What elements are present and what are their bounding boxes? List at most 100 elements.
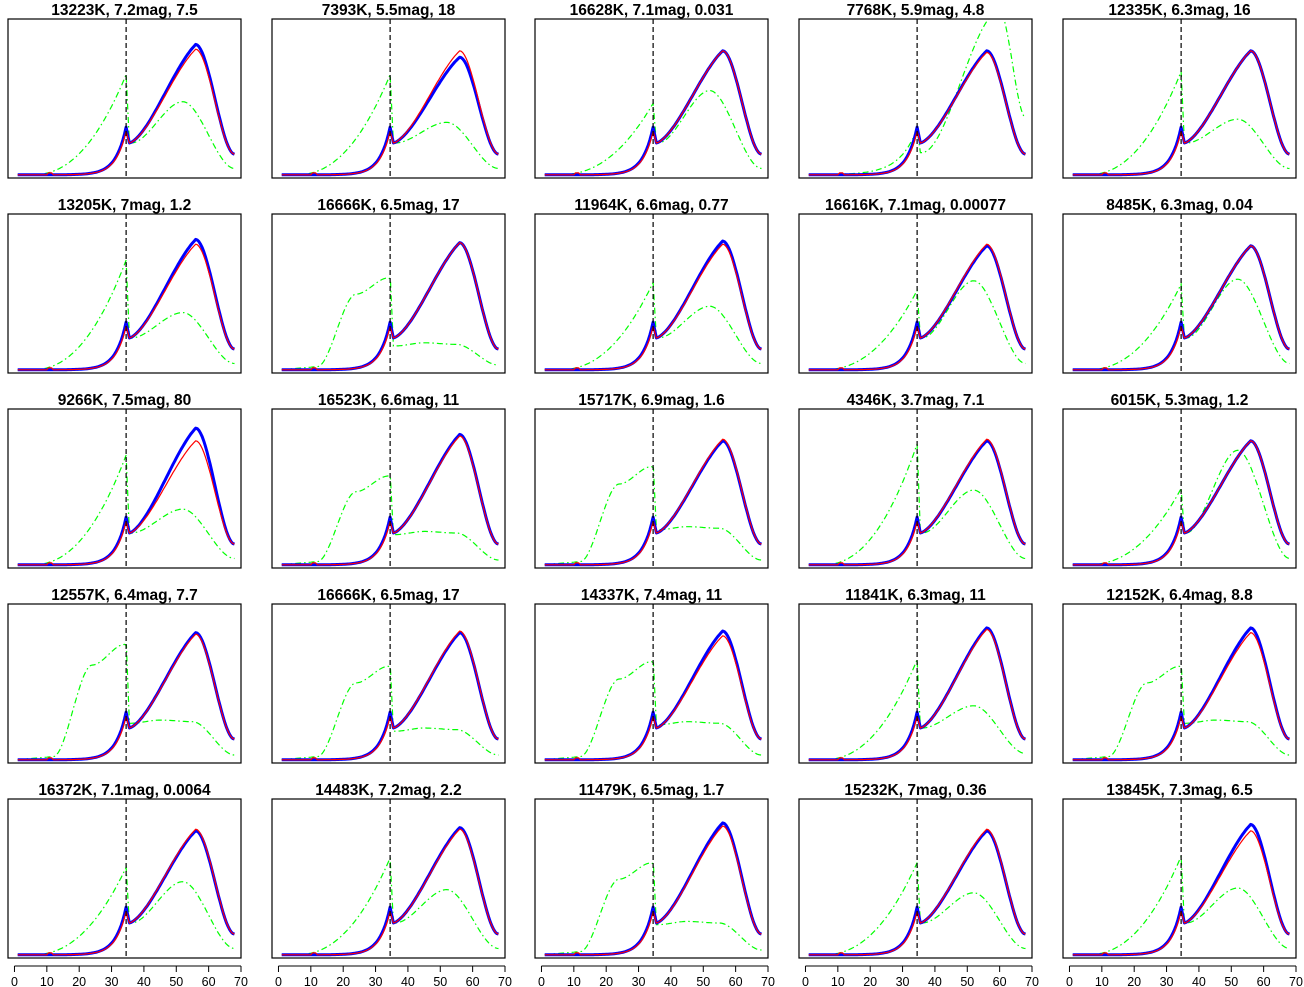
fit-line bbox=[1072, 50, 1290, 176]
component-line bbox=[544, 89, 762, 176]
x-tick-label: 60 bbox=[1257, 975, 1271, 987]
x-tick-label: 70 bbox=[1025, 975, 1039, 987]
panel-frame bbox=[534, 798, 769, 959]
x-tick-label: 50 bbox=[433, 975, 447, 987]
panel-16: 12557K, 6.4mag, 7.7 bbox=[7, 587, 242, 764]
panel-5: 12335K, 6.3mag, 16 bbox=[1062, 2, 1297, 179]
panel-title: 13205K, 7mag, 1.2 bbox=[58, 197, 192, 214]
panel-title: 15717K, 6.9mag, 1.6 bbox=[578, 392, 725, 409]
x-tick-label: 70 bbox=[1289, 975, 1303, 987]
component-line bbox=[544, 862, 762, 956]
fit-line bbox=[1072, 440, 1290, 566]
x-tick-label: 30 bbox=[632, 975, 646, 987]
x-tick-label: 30 bbox=[105, 975, 119, 987]
fit-line bbox=[17, 828, 235, 956]
x-tick-label: 60 bbox=[202, 975, 216, 987]
panel-frame bbox=[7, 213, 242, 374]
panel-title: 13223K, 7.2mag, 7.5 bbox=[51, 2, 198, 19]
component-line bbox=[281, 665, 499, 761]
fit-line bbox=[281, 435, 499, 566]
x-tick-label: 10 bbox=[304, 975, 318, 987]
panel-title: 7393K, 5.5mag, 18 bbox=[322, 2, 456, 19]
component-line bbox=[281, 74, 499, 176]
panel-title: 11479K, 6.5mag, 1.7 bbox=[579, 782, 725, 799]
panel-frame bbox=[7, 18, 242, 179]
panel-title: 12335K, 6.3mag, 16 bbox=[1108, 2, 1251, 19]
fit-line bbox=[808, 628, 1026, 761]
panel-frame bbox=[534, 603, 769, 764]
fit-line bbox=[544, 438, 762, 566]
panel-title: 11841K, 6.3mag, 11 bbox=[845, 587, 986, 604]
fit-line bbox=[1072, 830, 1290, 956]
panel-frame bbox=[271, 18, 506, 179]
panel-title: 16666K, 6.5mag, 17 bbox=[317, 587, 459, 604]
panel-4: 7768K, 5.9mag, 4.8 bbox=[798, 2, 1033, 179]
panel-frame bbox=[534, 18, 769, 179]
component-line bbox=[808, 862, 1026, 956]
panel-frame bbox=[1062, 213, 1297, 374]
panel-frame bbox=[271, 798, 506, 959]
component-line bbox=[544, 280, 762, 371]
panel-21: 16372K, 7.1mag, 0.0064 0 10 20 30 40 50 60 70 bbox=[7, 782, 248, 987]
x-tick-label: 10 bbox=[831, 975, 845, 987]
fit-line bbox=[281, 50, 499, 176]
panel-title: 15232K, 7mag, 0.36 bbox=[844, 782, 987, 799]
fit-line bbox=[544, 825, 762, 956]
component-line bbox=[17, 259, 235, 371]
fit-line bbox=[1072, 632, 1290, 761]
x-tick-label: 0 bbox=[802, 975, 809, 987]
x-tick-label: 60 bbox=[993, 975, 1007, 987]
panel-6: 13205K, 7mag, 1.2 bbox=[7, 197, 242, 374]
x-tick-label: 40 bbox=[401, 975, 415, 987]
x-tick-label: 60 bbox=[729, 975, 743, 987]
x-tick-label: 50 bbox=[696, 975, 710, 987]
panel-frame bbox=[1062, 798, 1297, 959]
panel-title: 9266K, 7.5mag, 80 bbox=[58, 392, 192, 409]
panel-18: 14337K, 7.4mag, 11 bbox=[534, 587, 769, 764]
panel-2: 7393K, 5.5mag, 18 bbox=[271, 2, 506, 179]
panel-title: 16372K, 7.1mag, 0.0064 bbox=[38, 782, 211, 799]
panel-title: 12152K, 6.4mag, 8.8 bbox=[1106, 587, 1253, 604]
x-tick-label: 0 bbox=[1066, 975, 1073, 987]
x-tick-label: 40 bbox=[137, 975, 151, 987]
x-tick-label: 50 bbox=[960, 975, 974, 987]
panel-11: 9266K, 7.5mag, 80 bbox=[7, 392, 242, 569]
x-tick-label: 30 bbox=[369, 975, 383, 987]
component-line bbox=[281, 475, 499, 566]
panel-17: 16666K, 6.5mag, 17 bbox=[271, 587, 506, 764]
panel-8: 11964K, 6.6mag, 0.77 bbox=[534, 197, 769, 374]
component-line bbox=[544, 660, 762, 761]
panel-20: 12152K, 6.4mag, 8.8 bbox=[1062, 587, 1297, 764]
panel-title: 11964K, 6.6mag, 0.77 bbox=[574, 197, 728, 214]
x-tick-label: 50 bbox=[1224, 975, 1238, 987]
panel-title: 16666K, 6.5mag, 17 bbox=[317, 197, 459, 214]
x-tick-label: 40 bbox=[664, 975, 678, 987]
component-line bbox=[1072, 665, 1290, 761]
panel-title: 16628K, 7.1mag, 0.031 bbox=[570, 2, 734, 19]
x-tick-label: 20 bbox=[863, 975, 877, 987]
panel-frame bbox=[534, 408, 769, 569]
panel-title: 14337K, 7.4mag, 11 bbox=[581, 587, 723, 604]
component-line bbox=[1072, 855, 1290, 956]
component-line bbox=[17, 643, 235, 761]
x-tick-label: 40 bbox=[1192, 975, 1206, 987]
fit-line bbox=[544, 50, 762, 176]
panel-frame bbox=[798, 408, 1033, 569]
fit-line bbox=[281, 828, 499, 956]
panel-frame bbox=[1062, 603, 1297, 764]
panel-9: 16616K, 7.1mag, 0.00077 bbox=[798, 197, 1033, 374]
fit-line bbox=[281, 242, 499, 371]
x-tick-label: 60 bbox=[466, 975, 480, 987]
panel-frame bbox=[7, 603, 242, 764]
fit-line bbox=[17, 48, 235, 176]
panel-title: 7768K, 5.9mag, 4.8 bbox=[847, 2, 985, 19]
panel-title: 8485K, 6.3mag, 0.04 bbox=[1106, 197, 1253, 214]
fit-line bbox=[544, 635, 762, 761]
x-tick-label: 20 bbox=[72, 975, 86, 987]
x-tick-label: 20 bbox=[599, 975, 613, 987]
component-line bbox=[808, 443, 1026, 566]
panel-title: 16523K, 6.6mag, 11 bbox=[318, 392, 460, 409]
fit-line bbox=[17, 243, 235, 371]
component-line bbox=[17, 74, 235, 176]
fit-line bbox=[281, 630, 499, 761]
